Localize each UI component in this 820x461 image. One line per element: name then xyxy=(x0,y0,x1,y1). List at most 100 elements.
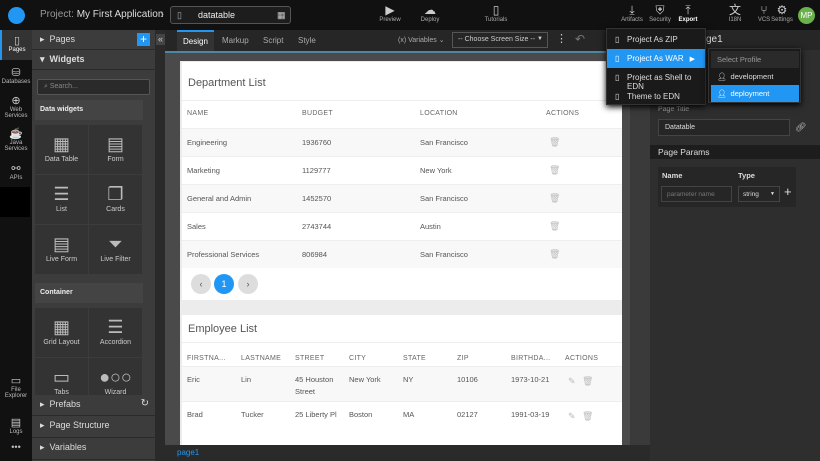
add-param-button[interactable]: + xyxy=(784,184,792,199)
link-icon[interactable]: 🔗︎ xyxy=(795,122,807,132)
table-row[interactable] xyxy=(182,240,622,268)
pagination-prev[interactable]: ‹ xyxy=(191,274,211,294)
widget-live-filter[interactable]: ⏷ Live Filter xyxy=(89,225,142,274)
grid-icon[interactable]: ▦ xyxy=(277,10,286,20)
tab-style[interactable]: Style xyxy=(298,36,316,45)
rail-item-web-services[interactable]: ⊕ Web Services xyxy=(0,94,32,119)
more-options-icon[interactable]: ⋮ xyxy=(556,33,567,45)
delete-icon[interactable]: 🗑︎ xyxy=(582,411,594,421)
profile-development[interactable]: 👤︎ development xyxy=(711,68,799,85)
table-row[interactable] xyxy=(182,212,622,240)
page-structure-section[interactable]: ▸ Page Structure xyxy=(32,416,155,438)
param-name-input[interactable]: parameter name xyxy=(661,186,732,202)
widget-data-table[interactable]: ▦ Data Table xyxy=(35,125,88,174)
tab-script[interactable]: Script xyxy=(263,36,284,45)
tool-deploy[interactable]: ☁ Deploy xyxy=(410,3,450,23)
user-icon: 👤︎ xyxy=(717,72,727,81)
widget-grid-layout[interactable]: ▦ Grid Layout xyxy=(35,308,88,357)
rail-item-java-services[interactable]: ☕ Java Services xyxy=(0,127,32,152)
table-cell: Boston xyxy=(349,410,373,419)
widget-cards[interactable]: ❐ Cards xyxy=(89,175,142,224)
widgets-section[interactable]: ▾ Widgets xyxy=(32,50,155,70)
rail-item-logs[interactable]: ▤ Logs xyxy=(0,416,32,435)
widget-accordion[interactable]: ☰ Accordion xyxy=(89,308,142,357)
widget-search-input[interactable]: ⌕ Search... xyxy=(37,79,150,95)
table-row[interactable] xyxy=(182,128,622,156)
canvas-scrollbar[interactable] xyxy=(630,51,650,445)
column-header[interactable]: BUDGET xyxy=(302,110,333,117)
rail-item-apis[interactable]: ⚯ APIs xyxy=(0,162,32,181)
table-cell: MA xyxy=(403,410,415,419)
delete-icon[interactable]: 🗑︎ xyxy=(549,249,561,259)
tool-artifacts[interactable]: ⤓ Artifacts xyxy=(612,3,652,23)
tool-vcs[interactable]: ⑂ VCS xyxy=(744,3,784,23)
param-type-select[interactable]: string ▼ xyxy=(738,186,780,202)
pages-section[interactable]: ▸ Pages xyxy=(32,30,155,50)
edit-icon[interactable]: ✎ xyxy=(568,411,576,421)
column-header[interactable]: LOCATION xyxy=(420,110,458,117)
screen-size-select[interactable]: -- Choose Screen Size -- ▼ xyxy=(452,32,548,48)
table-row[interactable] xyxy=(182,184,622,212)
collapse-panel-button[interactable]: « xyxy=(156,34,165,45)
pagination-current[interactable]: 1 xyxy=(214,274,234,294)
gear-icon: ⚙ xyxy=(776,3,788,17)
export-item-project-as-zip[interactable]: ▯ Project As ZIP xyxy=(607,30,705,49)
rail-item-databases[interactable]: ⛁ Databases xyxy=(0,66,32,85)
variables-section[interactable]: ▸ Variables xyxy=(32,438,155,460)
delete-icon[interactable]: 🗑︎ xyxy=(549,137,561,147)
tool-i18n[interactable]: 文 I18N xyxy=(715,3,755,23)
delete-icon[interactable]: 🗑︎ xyxy=(549,221,561,231)
widget-list[interactable]: ☰ List xyxy=(35,175,88,224)
tool-label: Deploy xyxy=(420,17,440,23)
tool-tutorials[interactable]: ▯ Tutorials xyxy=(476,3,516,23)
variables-dropdown[interactable]: (x) Variables ⌄ xyxy=(398,37,445,44)
widget-live-form[interactable]: ▤ Live Form xyxy=(35,225,88,274)
pagination-next[interactable]: › xyxy=(238,274,258,294)
rail-item-file-explorer[interactable]: ▭ File Explorer xyxy=(0,374,32,399)
profile-deployment[interactable]: 👤︎ deployment xyxy=(711,85,799,102)
delete-icon[interactable]: 🗑︎ xyxy=(549,165,561,175)
column-header[interactable]: ZIP xyxy=(457,355,469,362)
export-item-project-as-war[interactable]: ▯ Project As WAR ▶ xyxy=(607,49,705,68)
table-row[interactable] xyxy=(182,156,622,184)
tab-markup[interactable]: Markup xyxy=(222,36,249,45)
project-label: Project: xyxy=(40,9,74,20)
column-header[interactable]: ACTIONS xyxy=(565,355,599,362)
avatar[interactable]: MP xyxy=(798,7,815,24)
tool-export[interactable]: ⤒ Export xyxy=(668,3,708,23)
column-header[interactable]: STREET xyxy=(295,355,325,362)
column-header[interactable]: ACTIONS xyxy=(546,110,580,117)
widget-group-header: Container xyxy=(35,283,143,303)
tool-label: I18N xyxy=(728,17,742,23)
project-name[interactable]: Project: My First Application xyxy=(40,9,163,20)
delete-icon[interactable]: 🗑︎ xyxy=(549,193,561,203)
export-item-theme-to-edn[interactable]: ▯ Theme to EDN xyxy=(607,87,705,106)
column-header[interactable]: FIRSTNA... xyxy=(187,355,226,362)
add-page-button[interactable]: + xyxy=(137,33,150,46)
tool-preview[interactable]: ▶ Preview xyxy=(370,3,410,23)
widget-form[interactable]: ▤ Form xyxy=(89,125,142,174)
prefabs-section[interactable]: ▸ Prefabs ↻ xyxy=(32,395,155,416)
page-title-input[interactable]: Datatable xyxy=(658,119,790,136)
column-header[interactable]: BIRTHDA... xyxy=(511,355,551,362)
department-list-card: Department List NAME BUDGET LOCATION ACTION… xyxy=(182,62,622,300)
undo-icon[interactable]: ↶ xyxy=(575,32,586,46)
column-header[interactable]: NAME xyxy=(187,110,209,117)
table-row[interactable] xyxy=(182,401,622,436)
column-header[interactable]: LASTNAME xyxy=(241,355,282,362)
table-row[interactable] xyxy=(182,366,622,401)
refresh-icon[interactable]: ↻ xyxy=(140,398,149,409)
page-selector[interactable]: ▯ datatable ▦ xyxy=(170,6,291,24)
rail-item-pages[interactable]: ▯ Pages xyxy=(0,30,32,60)
export-item-project-as-shell-to-edn[interactable]: ▯ Project as Shell to EDN xyxy=(607,68,705,91)
column-header[interactable]: CITY xyxy=(349,355,367,362)
tool-security[interactable]: ⛨ Security xyxy=(640,3,680,23)
delete-icon[interactable]: 🗑︎ xyxy=(582,376,594,386)
app-logo[interactable] xyxy=(8,7,25,24)
column-header[interactable]: STATE xyxy=(403,355,427,362)
more-icon[interactable]: ••• xyxy=(11,442,21,452)
tab-design[interactable]: Design xyxy=(177,30,214,51)
edit-icon[interactable]: ✎ xyxy=(568,376,576,386)
page-tab[interactable]: page1 xyxy=(177,448,200,457)
tool-settings[interactable]: ⚙ Settings xyxy=(762,3,802,23)
